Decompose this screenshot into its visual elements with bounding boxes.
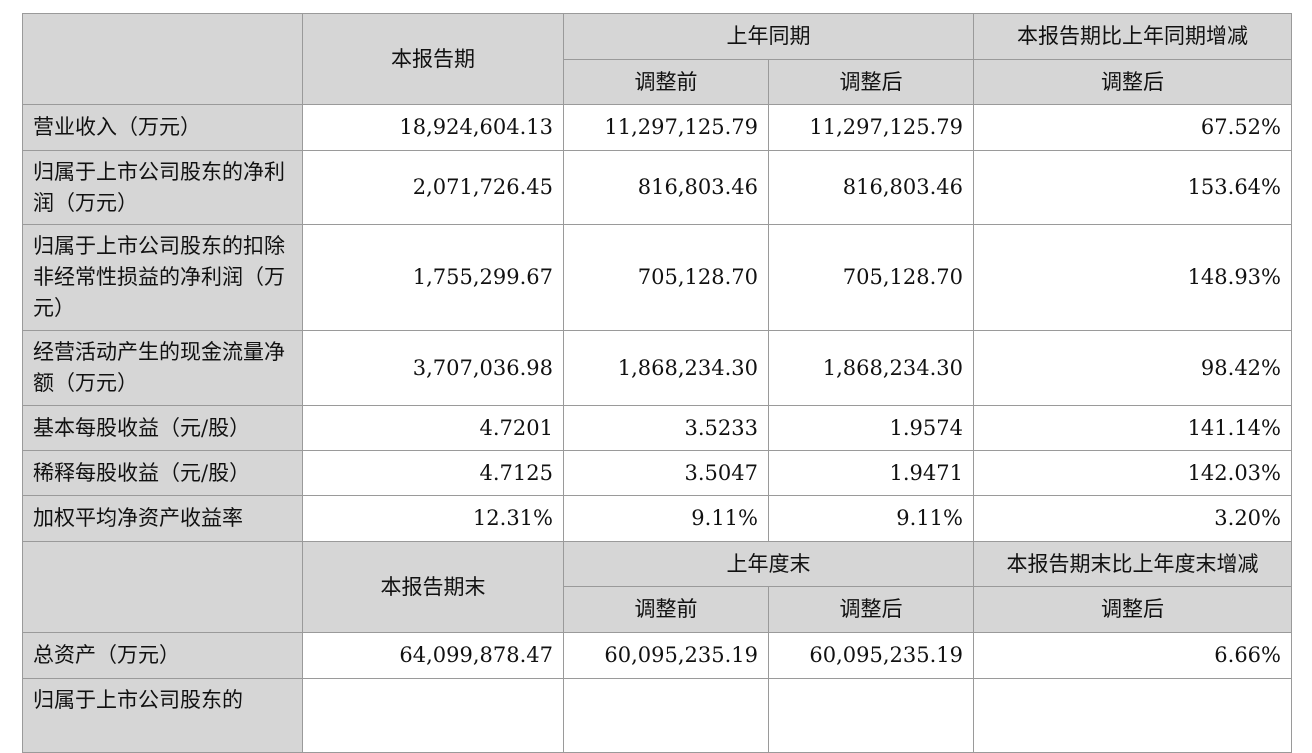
change-value: 6.66% (973, 632, 1292, 679)
current-value: 2,071,726.45 (302, 150, 564, 225)
before-value: 60,095,235.19 (563, 632, 769, 679)
header-row: 本报告期末 上年度末 本报告期末比上年度末增减 (22, 541, 1292, 633)
change-value: 98.42% (973, 330, 1292, 406)
before-value: 1,868,234.30 (563, 330, 769, 406)
current-value: 1,755,299.67 (302, 224, 564, 331)
current-value: 4.7201 (302, 405, 564, 451)
header-change-after-adjustment: 调整后 (973, 586, 1292, 633)
before-value: 11,297,125.79 (563, 104, 769, 151)
header-corner-cell (22, 541, 303, 633)
header-after-adjustment: 调整后 (768, 59, 974, 105)
current-value: 64,099,878.47 (302, 632, 564, 679)
row-label: 归属于上市公司股东的净利润（万元） (22, 150, 303, 225)
row-label: 稀释每股收益（元/股） (22, 450, 303, 496)
change-value: 3.20% (973, 495, 1292, 542)
header-period-end: 本报告期末 (302, 541, 564, 633)
current-value: 4.7125 (302, 450, 564, 496)
row-label: 归属于上市公司股东的扣除非经常性损益的净利润（万元） (22, 224, 303, 331)
change-value: 153.64% (973, 150, 1292, 225)
current-value: 18,924,604.13 (302, 104, 564, 151)
header-last-year-same-period: 上年同期 (563, 13, 974, 60)
row-label: 归属于上市公司股东的 (22, 678, 303, 753)
row-label: 经营活动产生的现金流量净额（万元） (22, 330, 303, 406)
header-last-year-end: 上年度末 (563, 541, 974, 587)
row-label: 基本每股收益（元/股） (22, 405, 303, 451)
table-row: 营业收入（万元） 18,924,604.13 11,297,125.79 11,… (22, 104, 1292, 151)
before-value: 816,803.46 (563, 150, 769, 225)
header-change: 本报告期末比上年度末增减 (973, 541, 1292, 587)
table-row: 归属于上市公司股东的净利润（万元） 2,071,726.45 816,803.4… (22, 150, 1292, 225)
table-row: 归属于上市公司股东的 (22, 678, 1292, 753)
after-value: 1.9574 (768, 405, 974, 451)
current-value: 3,707,036.98 (302, 330, 564, 406)
after-value (768, 678, 974, 753)
row-label: 加权平均净资产收益率 (22, 495, 303, 542)
row-label: 总资产（万元） (22, 632, 303, 679)
change-value: 142.03% (973, 450, 1292, 496)
change-value (973, 678, 1292, 753)
financial-summary-table: 本报告期 上年同期 本报告期比上年同期增减 调整前 调整后 调整后 营业收入（万… (22, 13, 1292, 753)
before-value: 3.5233 (563, 405, 769, 451)
after-value: 60,095,235.19 (768, 632, 974, 679)
header-change-after-adjustment: 调整后 (973, 59, 1292, 105)
table-row: 总资产（万元） 64,099,878.47 60,095,235.19 60,0… (22, 632, 1292, 679)
after-value: 1.9471 (768, 450, 974, 496)
header-row: 本报告期 上年同期 本报告期比上年同期增减 (22, 13, 1292, 105)
before-value (563, 678, 769, 753)
after-value: 816,803.46 (768, 150, 974, 225)
after-value: 9.11% (768, 495, 974, 542)
table-row: 加权平均净资产收益率 12.31% 9.11% 9.11% 3.20% (22, 495, 1292, 542)
change-value: 67.52% (973, 104, 1292, 151)
before-value: 9.11% (563, 495, 769, 542)
table-row: 经营活动产生的现金流量净额（万元） 3,707,036.98 1,868,234… (22, 330, 1292, 406)
before-value: 3.5047 (563, 450, 769, 496)
row-label: 营业收入（万元） (22, 104, 303, 151)
current-value: 12.31% (302, 495, 564, 542)
change-value: 148.93% (973, 224, 1292, 331)
after-value: 1,868,234.30 (768, 330, 974, 406)
header-row: 调整前 调整后 调整后 (23, 586, 1292, 633)
table-row: 基本每股收益（元/股） 4.7201 3.5233 1.9574 141.14% (22, 405, 1292, 451)
header-before-adjustment: 调整前 (563, 59, 769, 105)
header-current-period: 本报告期 (302, 13, 564, 105)
after-value: 11,297,125.79 (768, 104, 974, 151)
header-after-adjustment: 调整后 (768, 586, 974, 633)
table-row: 稀释每股收益（元/股） 4.7125 3.5047 1.9471 142.03% (22, 450, 1292, 496)
header-change: 本报告期比上年同期增减 (973, 13, 1292, 60)
before-value: 705,128.70 (563, 224, 769, 331)
header-corner-cell (22, 13, 303, 105)
table-row: 归属于上市公司股东的扣除非经常性损益的净利润（万元） 1,755,299.67 … (22, 224, 1292, 331)
header-before-adjustment: 调整前 (563, 586, 769, 633)
current-value (302, 678, 564, 753)
after-value: 705,128.70 (768, 224, 974, 331)
change-value: 141.14% (973, 405, 1292, 451)
